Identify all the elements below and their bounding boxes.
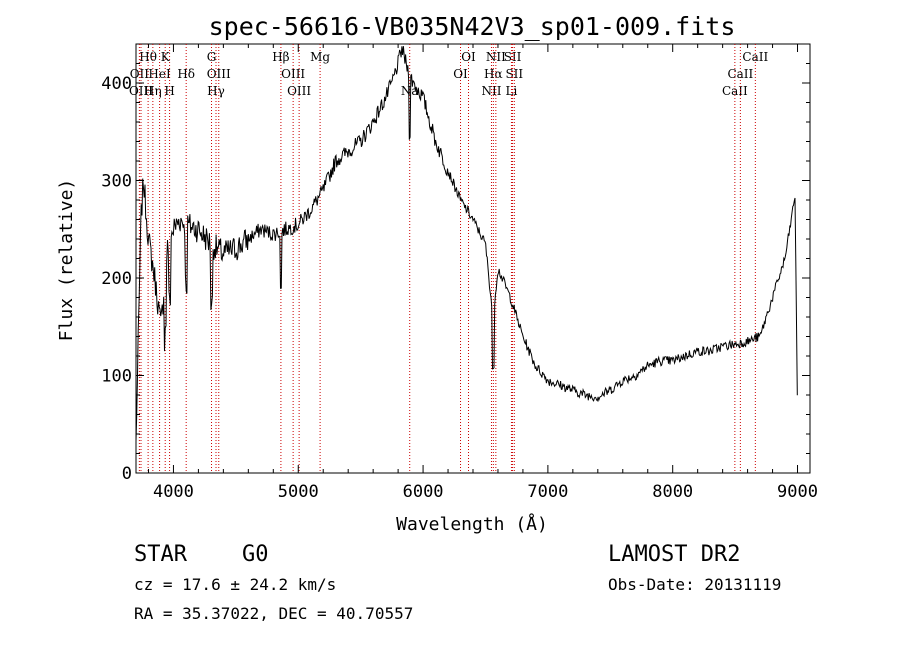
line-marker-label: Na [401,84,419,98]
line-marker-label: OIII [287,84,311,98]
line-marker-label: OII [130,67,150,81]
line-marker-label: OIII [207,67,231,81]
line-marker-label: NII [481,84,501,98]
line-marker-label: H [164,84,174,98]
line-marker-label: OIII [281,67,305,81]
line-marker-label: OI [461,50,476,64]
x-tick-label: 6000 [403,482,444,502]
y-tick-label: 400 [101,74,132,94]
line-marker-label: NII [486,50,506,64]
survey-name: LAMOST DR2 [608,542,740,567]
line-marker-label: OI [453,67,468,81]
line-marker-label: SII [504,50,522,64]
line-marker-label: G [207,50,217,64]
line-marker-label: K [161,50,171,64]
x-tick-label: 5000 [278,482,319,502]
observation-date: Obs-Date: 20131119 [608,575,781,594]
line-marker-label: OIII [129,84,153,98]
line-marker-label: Li [506,84,518,98]
coordinates: RA = 35.37022, DEC = 40.70557 [134,604,413,623]
line-marker-label: Hγ [207,84,225,98]
line-marker-label: CaII [742,50,768,64]
y-tick-label: 0 [122,464,132,484]
y-tick-label: 200 [101,269,132,289]
x-tick-label: 9000 [777,482,818,502]
line-marker-label: HeI [148,67,171,81]
line-marker-label: Hδ [177,67,195,81]
line-marker-label: Hη [144,84,162,98]
line-marker-label: Hα [484,67,503,81]
line-marker-label: SII [505,67,523,81]
object-class: STAR [134,542,188,567]
x-tick-label: 8000 [652,482,693,502]
x-axis-label: Wavelength (Å) [396,513,548,535]
y-axis-label: Flux (relative) [56,179,77,342]
line-marker-label: CaII [727,67,753,81]
line-marker-label: Mg [310,50,330,64]
x-tick-label: 7000 [527,482,568,502]
line-marker-label: CaII [722,84,748,98]
spectrum-line [135,46,798,442]
y-tick-label: 100 [101,367,132,387]
line-marker-label: Hβ [272,50,289,64]
chart-title: spec-56616-VB035N42V3_sp01-009.fits [209,12,736,41]
object-subclass: G0 [242,542,269,567]
axis-ticks: 4000 5000 6000 7000 8000 9000 0 100 200 300 400 [101,44,818,502]
line-marker-label: Hθ [139,50,157,64]
emission-line-markers: HθOIIOIIIHηHeIKHHδGOIIIHγHβOIIIOIIIMgNaO… [129,44,768,473]
x-tick-label: 4000 [153,482,194,502]
y-tick-label: 300 [101,172,132,192]
redshift-velocity: cz = 17.6 ± 24.2 km/s [134,575,336,594]
